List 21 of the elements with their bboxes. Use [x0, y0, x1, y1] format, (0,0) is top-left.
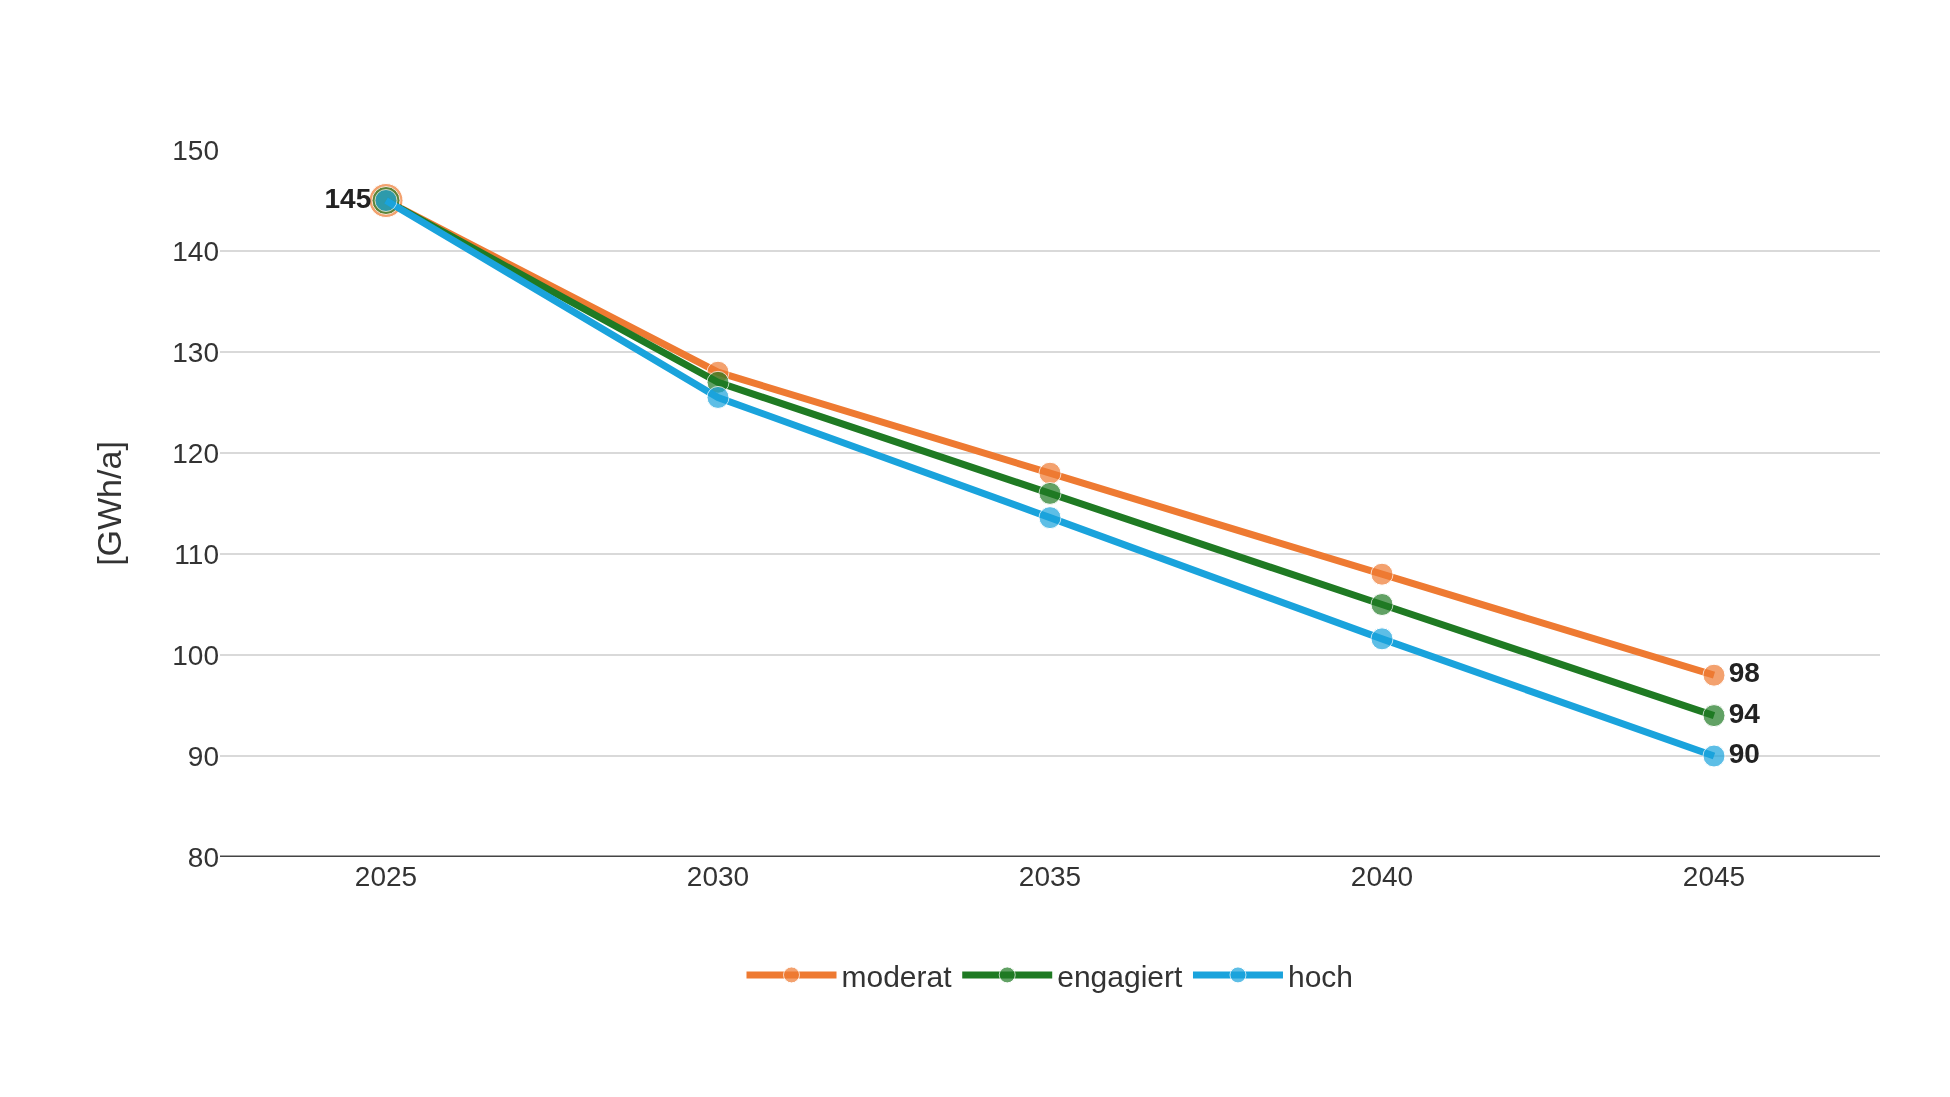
y-tick-label: 120: [172, 437, 219, 469]
y-tick-label: 90: [187, 740, 219, 772]
legend-label: moderat: [841, 959, 953, 993]
y-tick-label: 140: [172, 235, 219, 267]
data-label: 94: [1728, 697, 1761, 729]
y-tick-label: 100: [172, 639, 219, 671]
legend-label: hoch: [1287, 959, 1354, 993]
y-tick-label: 80: [187, 841, 219, 873]
data-label: 145: [324, 182, 372, 214]
legend-label: engagiert: [1057, 959, 1183, 993]
y-axis-title: [GWh/a]: [89, 441, 128, 566]
data-label: 90: [1728, 738, 1760, 769]
x-tick-label: 2035: [1018, 861, 1082, 892]
x-tick-label: 2045: [1682, 861, 1746, 892]
y-tick-label: 130: [172, 336, 219, 368]
x-tick-label: 2030: [686, 861, 750, 892]
x-tick-label: 2025: [354, 861, 418, 892]
y-tick-label: 110: [174, 538, 219, 570]
x-tick-label: 2040: [1350, 861, 1414, 892]
data-label: 98: [1728, 657, 1760, 689]
y-tick-label: 150: [172, 134, 219, 166]
